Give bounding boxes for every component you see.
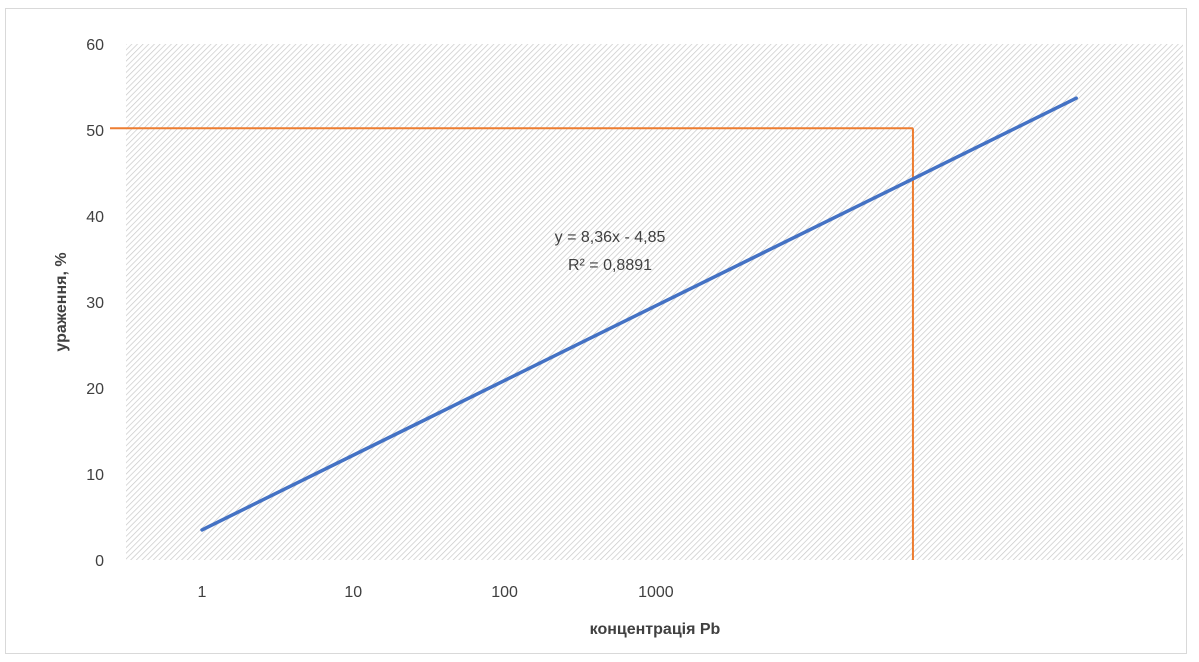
reference-lines: [110, 127, 914, 560]
x-axis-title: концентрація Pb: [590, 621, 721, 638]
y-tick-label: 60: [86, 37, 104, 54]
y-axis-title: ураження, %: [53, 252, 70, 351]
y-tick-label: 20: [86, 381, 104, 398]
y-axis-ticks: 0 10 20 30 40 50 60: [86, 37, 104, 570]
y-tick-label: 50: [86, 123, 104, 140]
y-tick-label: 40: [86, 209, 104, 226]
x-tick-label: 100: [491, 584, 518, 601]
y-tick-label: 0: [95, 553, 104, 570]
x-tick-label: 1000: [638, 584, 674, 601]
x-tick-label: 10: [344, 584, 362, 601]
series-group: [200, 96, 1078, 532]
x-axis-ticks: 1 10 100 1000: [198, 584, 674, 601]
y-tick-label: 30: [86, 295, 104, 312]
trendline-equation: y = 8,36x - 4,85: [555, 229, 666, 246]
series-line: [200, 96, 1078, 532]
plot-area: [126, 44, 1183, 560]
r-squared-label: R² = 0,8891: [568, 257, 652, 274]
x-tick-label: 1: [198, 584, 207, 601]
y-tick-label: 10: [86, 467, 104, 484]
